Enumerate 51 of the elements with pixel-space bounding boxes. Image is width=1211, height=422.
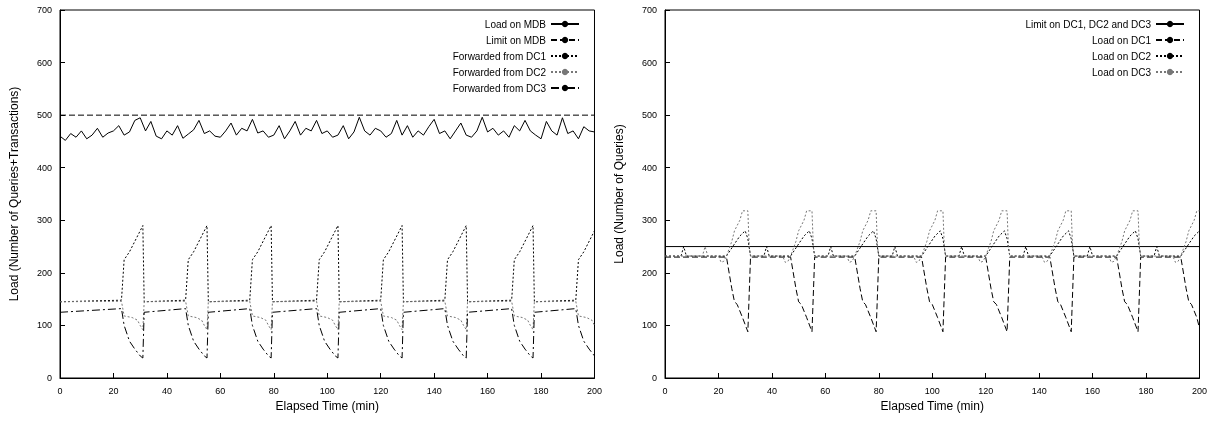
x-tick-label: 180 bbox=[1138, 385, 1154, 396]
x-tick-label: 0 bbox=[57, 385, 63, 396]
x-tick-label: 20 bbox=[713, 385, 724, 396]
y-tick-label: 500 bbox=[641, 110, 657, 121]
y-tick-label: 600 bbox=[36, 57, 52, 68]
x-tick-label: 60 bbox=[820, 385, 831, 396]
y-tick-label: 200 bbox=[641, 267, 657, 278]
x-tick-label: 100 bbox=[319, 385, 335, 396]
x-tick-label: 80 bbox=[873, 385, 884, 396]
x-tick-label: 80 bbox=[268, 385, 279, 396]
y-tick-label: 400 bbox=[36, 162, 52, 173]
x-tick-label: 140 bbox=[1031, 385, 1047, 396]
x-tick-label: 120 bbox=[373, 385, 389, 396]
x-tick-label: 20 bbox=[108, 385, 119, 396]
x-axis-title: Elapsed Time (min) bbox=[880, 399, 984, 413]
legend-label: Load on DC2 bbox=[1092, 50, 1152, 62]
legend-label: Load on DC1 bbox=[1092, 34, 1152, 46]
y-tick-label: 700 bbox=[36, 5, 52, 15]
x-tick-label: 0 bbox=[662, 385, 668, 396]
legend-label: Limit on MDB bbox=[485, 34, 547, 46]
y-tick-label: 500 bbox=[36, 110, 52, 121]
y-axis-title: Load (Number of Queries+Transactions) bbox=[7, 86, 21, 302]
x-tick-label: 200 bbox=[1191, 385, 1208, 396]
y-tick-label: 0 bbox=[651, 373, 657, 383]
y-tick-label: 600 bbox=[641, 57, 657, 68]
x-tick-label: 100 bbox=[924, 385, 940, 396]
legend-label: Load on MDB bbox=[484, 18, 547, 30]
y-tick-label: 0 bbox=[46, 373, 52, 383]
x-tick-label: 120 bbox=[978, 385, 994, 396]
x-tick-label: 40 bbox=[161, 385, 172, 396]
legend-label: Forwarded from DC1 bbox=[452, 50, 547, 62]
x-tick-label: 200 bbox=[586, 385, 603, 396]
y-tick-label: 700 bbox=[641, 5, 657, 15]
y-tick-label: 200 bbox=[36, 267, 52, 278]
y-axis-title: Load (Number of Queries) bbox=[612, 124, 626, 264]
y-tick-label: 300 bbox=[36, 215, 52, 226]
y-tick-label: 300 bbox=[641, 215, 657, 226]
legend-label: Limit on DC1, DC2 and DC3 bbox=[1025, 18, 1152, 30]
legend-label: Forwarded from DC3 bbox=[452, 82, 547, 94]
y-tick-label: 100 bbox=[36, 320, 52, 331]
x-axis-title: Elapsed Time (min) bbox=[275, 399, 379, 413]
y-tick-label: 100 bbox=[641, 320, 657, 331]
y-tick-label: 400 bbox=[641, 162, 657, 173]
x-tick-label: 180 bbox=[533, 385, 549, 396]
legend-label: Load on DC3 bbox=[1092, 66, 1152, 78]
x-tick-label: 160 bbox=[480, 385, 496, 396]
x-tick-label: 140 bbox=[426, 385, 442, 396]
x-tick-label: 40 bbox=[766, 385, 777, 396]
legend-label: Forwarded from DC2 bbox=[452, 66, 547, 78]
x-tick-label: 160 bbox=[1085, 385, 1101, 396]
x-tick-label: 60 bbox=[215, 385, 226, 396]
